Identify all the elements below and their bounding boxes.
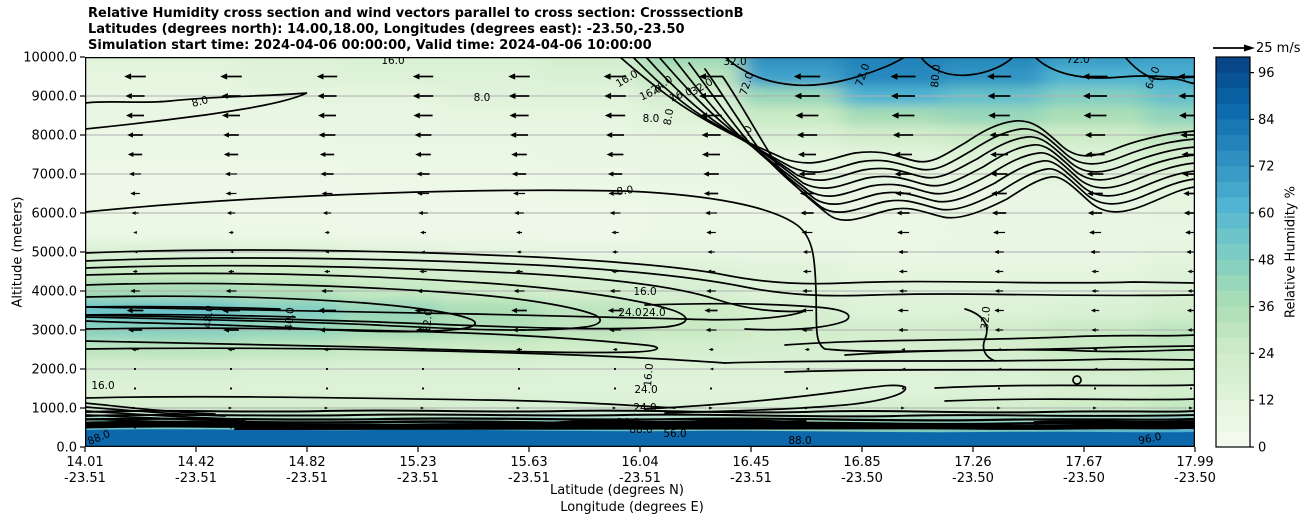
x-tick-latitude: 14.42 bbox=[177, 455, 214, 470]
contour-label: 16.0 bbox=[91, 380, 114, 392]
colorbar-tick-label: 48 bbox=[1258, 253, 1275, 268]
contour-label: 16.0 bbox=[381, 57, 404, 67]
y-tick-label: 6000.0 bbox=[32, 207, 78, 222]
x-tick-longitude: -23.51 bbox=[397, 471, 439, 486]
colorbar-tick-label: 36 bbox=[1258, 300, 1275, 315]
humidity-cross-section-plot: 8.0 8.016.0 32.016.0 24.016.0 16.032.0 72.0 72… bbox=[85, 57, 1195, 447]
contour-label: 88.0 bbox=[788, 435, 811, 447]
contour-label: 80.0 bbox=[929, 64, 943, 88]
contour-label: 8.0 bbox=[643, 113, 660, 125]
colorbar-tick-label: 60 bbox=[1258, 207, 1275, 222]
contour-label: 96.0 bbox=[1137, 431, 1162, 447]
y-tick-label: 8000.0 bbox=[32, 129, 78, 144]
colorbar-tick-label: 24 bbox=[1258, 347, 1275, 362]
x-tick-latitude: 17.99 bbox=[1176, 455, 1213, 470]
title-line-2: Latitudes (degrees north): 14.00,18.00, … bbox=[88, 22, 685, 37]
colorbar-tick-label: 72 bbox=[1258, 160, 1275, 175]
contour-label: 16.0 bbox=[642, 363, 656, 387]
title-line-3: Simulation start time: 2024-04-06 00:00:… bbox=[88, 38, 652, 53]
x-tick-longitude: -23.51 bbox=[64, 471, 106, 486]
contour-label: 8.0 bbox=[474, 92, 491, 104]
contour-label: 8.0 bbox=[616, 184, 634, 198]
y-tick-label: 0.0 bbox=[56, 441, 77, 456]
contour-label: 32.0 bbox=[421, 309, 435, 333]
contour-label: 32.0 bbox=[723, 57, 746, 68]
x-axis-label-latitude: Latitude (degrees N) bbox=[550, 483, 684, 498]
y-tick-label: 9000.0 bbox=[32, 90, 78, 105]
contour-label: 16.0 bbox=[633, 286, 656, 298]
x-tick-longitude: -23.51 bbox=[175, 471, 217, 486]
x-tick-latitude: 17.67 bbox=[1065, 455, 1102, 470]
x-tick-longitude: -23.51 bbox=[508, 471, 550, 486]
y-tick-label: 10000.0 bbox=[23, 51, 77, 66]
y-tick-label: 5000.0 bbox=[32, 246, 78, 261]
x-tick-longitude: -23.50 bbox=[841, 471, 883, 486]
colorbar-tick-label: 84 bbox=[1258, 113, 1275, 128]
x-tick-latitude: 14.01 bbox=[66, 455, 103, 470]
y-tick-label: 2000.0 bbox=[32, 363, 78, 378]
title-line-1: Relative Humidity cross section and wind… bbox=[88, 6, 744, 21]
contour-label: 32.0 bbox=[979, 306, 993, 330]
x-tick-longitude: -23.50 bbox=[1063, 471, 1105, 486]
x-tick-longitude: -23.51 bbox=[286, 471, 328, 486]
y-tick-label: 1000.0 bbox=[32, 402, 78, 417]
quiver-key-arrow-icon bbox=[1213, 44, 1255, 52]
contour-label: 72.0 bbox=[1066, 57, 1089, 66]
x-tick-longitude: -23.51 bbox=[619, 471, 661, 486]
x-tick-latitude: 15.23 bbox=[399, 455, 436, 470]
x-tick-latitude: 17.26 bbox=[954, 455, 991, 470]
x-tick-latitude: 15.63 bbox=[510, 455, 547, 470]
contour-label: 24.0 bbox=[634, 384, 657, 396]
colorbar-tick-label: 12 bbox=[1258, 394, 1275, 409]
x-tick-longitude: -23.50 bbox=[1174, 471, 1216, 486]
x-axis-label-longitude: Longitude (degrees E) bbox=[560, 500, 704, 515]
quiver-key-label: 25 m/s bbox=[1256, 41, 1301, 56]
contour-label: 24.0 bbox=[618, 307, 641, 319]
contour-label: 48.0 bbox=[202, 305, 216, 329]
x-tick-latitude: 14.82 bbox=[288, 455, 325, 470]
x-tick-latitude: 16.45 bbox=[732, 455, 769, 470]
x-tick-longitude: -23.50 bbox=[952, 471, 994, 486]
x-tick-longitude: -23.51 bbox=[730, 471, 772, 486]
contour-label: 88.0 bbox=[629, 424, 652, 436]
contour-label: 56.0 bbox=[663, 428, 686, 440]
contour-label: 40.0 bbox=[283, 307, 297, 331]
x-tick-latitude: 16.85 bbox=[843, 455, 880, 470]
x-tick-latitude: 16.04 bbox=[621, 455, 658, 470]
contour-label: 24.0 bbox=[642, 307, 665, 319]
chart-title: Relative Humidity cross section and wind… bbox=[88, 6, 744, 54]
contour-label: 8.0 bbox=[190, 94, 209, 110]
colorbar-tick-label: 0 bbox=[1258, 441, 1266, 456]
contour-label: 8.0 bbox=[662, 108, 677, 127]
contour-label: 24.0 bbox=[633, 402, 656, 414]
y-tick-label: 4000.0 bbox=[32, 285, 78, 300]
colorbar-tick-label: 96 bbox=[1258, 66, 1275, 81]
y-tick-label: 7000.0 bbox=[32, 168, 78, 183]
y-tick-label: 3000.0 bbox=[32, 324, 78, 339]
contour-label: 24.0 bbox=[616, 417, 639, 429]
